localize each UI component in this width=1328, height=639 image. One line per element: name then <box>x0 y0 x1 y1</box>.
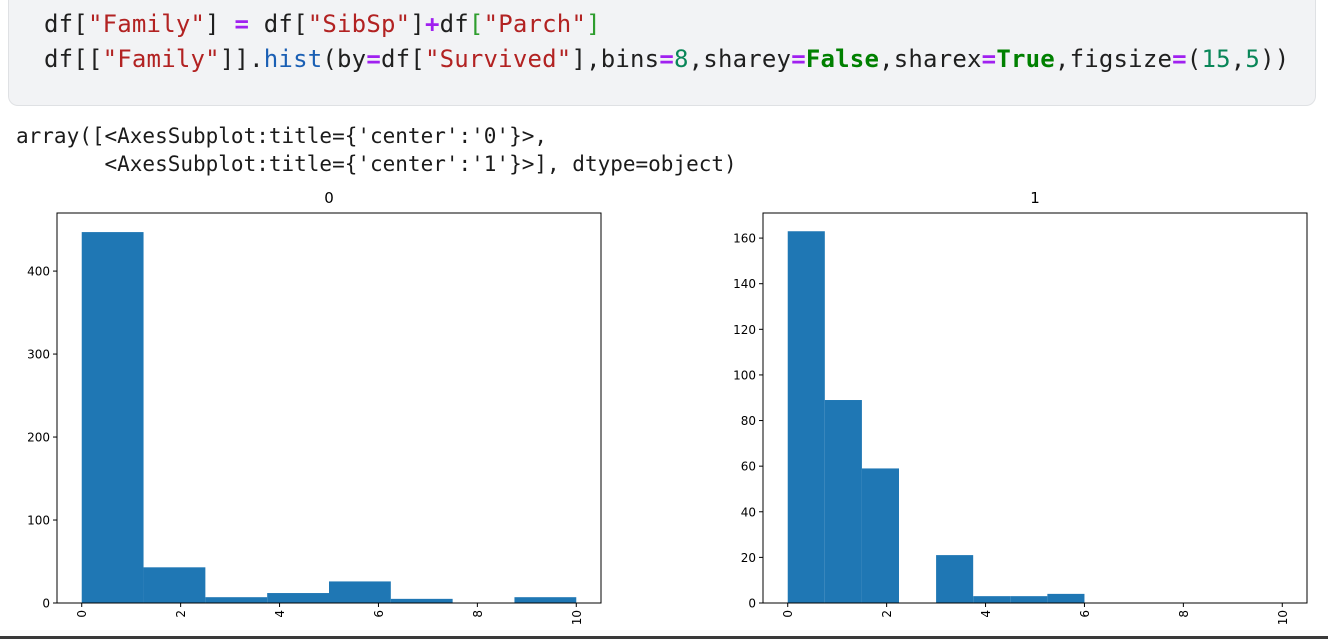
subplot-title: 0 <box>324 189 334 207</box>
y-tick-label: 140 <box>733 277 756 291</box>
y-tick-label: 0 <box>42 597 50 611</box>
histogram-bar <box>1047 593 1085 603</box>
code-token: )) <box>1260 45 1290 73</box>
axes-frame <box>762 212 1308 604</box>
code-token: ( <box>1186 45 1202 73</box>
y-tick-label: 400 <box>27 265 50 279</box>
x-tick-label: 8 <box>1177 610 1191 618</box>
histogram-bar <box>824 400 862 603</box>
histogram-bar <box>936 555 974 603</box>
code-token: 15 <box>1201 45 1231 73</box>
histogram-bar <box>514 597 577 603</box>
x-tick-label: 6 <box>1078 610 1092 618</box>
code-token: 5 <box>1245 45 1261 73</box>
code-token: + <box>424 10 440 38</box>
code-token: ],bins <box>571 45 660 73</box>
x-tick-label: 0 <box>781 610 795 618</box>
code-token: df[ <box>44 10 88 38</box>
histogram-bar <box>81 232 144 603</box>
output-line-2: <AxesSubplot:title={'center':'1'}>], dty… <box>16 152 737 176</box>
code-cell[interactable]: df["Family"] = df["SibSp"]+df["Parch"] d… <box>8 0 1316 106</box>
y-tick-label: 120 <box>733 323 756 337</box>
x-tick-label: 2 <box>174 610 188 618</box>
code-token: ] <box>586 10 601 38</box>
y-tick-label: 40 <box>741 505 756 519</box>
code-token: "SibSp" <box>307 10 411 38</box>
y-tick-label: 100 <box>733 368 756 382</box>
code-token: = <box>366 45 381 73</box>
y-tick-label: 200 <box>27 431 50 445</box>
code-token: "Survived" <box>424 45 572 73</box>
histogram-bar <box>787 231 825 603</box>
bottom-divider <box>0 636 1328 639</box>
code-token: df[ <box>249 10 308 38</box>
code-token: df[[ <box>44 45 103 73</box>
x-tick-label: 6 <box>372 610 386 618</box>
code-token: = <box>1172 45 1187 73</box>
x-tick-label: 2 <box>880 610 894 618</box>
histogram-survived-0: 0 0 100 200 300 400 0 2 4 6 8 10 <box>27 189 602 625</box>
x-tick-label: 0 <box>75 610 89 618</box>
code-token: , <box>1230 45 1246 73</box>
y-tick-label: 160 <box>733 232 756 246</box>
code-token: = <box>659 45 674 73</box>
code-token: = <box>791 45 806 73</box>
code-token: ,sharex <box>879 45 982 73</box>
subplot-title: 1 <box>1030 189 1040 207</box>
histogram-bar <box>205 597 268 603</box>
output-line-1: array([<AxesSubplot:title={'center':'0'}… <box>16 124 548 148</box>
code-line-1: df["Family"] = df["SibSp"]+df["Parch"] <box>44 10 601 38</box>
code-token: ] <box>410 10 425 38</box>
x-tick-label: 4 <box>979 610 993 618</box>
code-token: hist <box>263 45 323 73</box>
histogram-bar <box>1010 596 1048 603</box>
code-token: [ <box>468 10 484 38</box>
code-token: False <box>805 45 880 73</box>
y-tick-label: 300 <box>27 348 50 362</box>
code-token: (by <box>322 45 367 73</box>
code-token: 8 <box>674 45 689 73</box>
y-tick-label: 80 <box>741 414 756 428</box>
x-tick-label: 10 <box>570 610 584 625</box>
histogram-bar <box>267 593 329 603</box>
histogram-bar <box>973 596 1011 603</box>
code-line-2: df[["Family"]].hist(by=df["Survived"],bi… <box>44 45 1289 73</box>
code-token: ]]. <box>219 45 264 73</box>
code-token: ,sharey <box>688 45 792 73</box>
code-token: = <box>981 45 997 73</box>
histogram-survived-1: 1 0 20 40 60 80 100 120 140 160 0 2 4 6 8 10 <box>733 189 1308 625</box>
x-tick-label: 8 <box>471 610 485 618</box>
code-token: df <box>439 10 469 38</box>
histogram-bar <box>390 598 453 603</box>
y-tick-label: 100 <box>27 514 50 528</box>
code-token: ] <box>205 10 235 38</box>
code-token: = <box>234 10 250 38</box>
y-tick-label: 0 <box>748 597 756 611</box>
code-token: "Parch" <box>483 10 587 38</box>
y-tick-label: 20 <box>741 551 756 565</box>
histogram-bar <box>143 567 206 603</box>
y-tick-label: 60 <box>741 460 756 474</box>
code-token: ,figsize <box>1054 45 1173 73</box>
histogram-bar <box>861 468 899 603</box>
axes-frame <box>56 212 602 604</box>
x-tick-label: 4 <box>273 610 287 618</box>
code-token: "Family" <box>87 10 206 38</box>
code-token: "Family" <box>102 45 220 73</box>
x-tick-label: 10 <box>1276 610 1290 625</box>
histogram-bar <box>329 581 391 603</box>
code-token: df[ <box>380 45 425 73</box>
cell-output-text: array([<AxesSubplot:title={'center':'0'}… <box>16 122 737 178</box>
code-token: True <box>996 45 1055 73</box>
